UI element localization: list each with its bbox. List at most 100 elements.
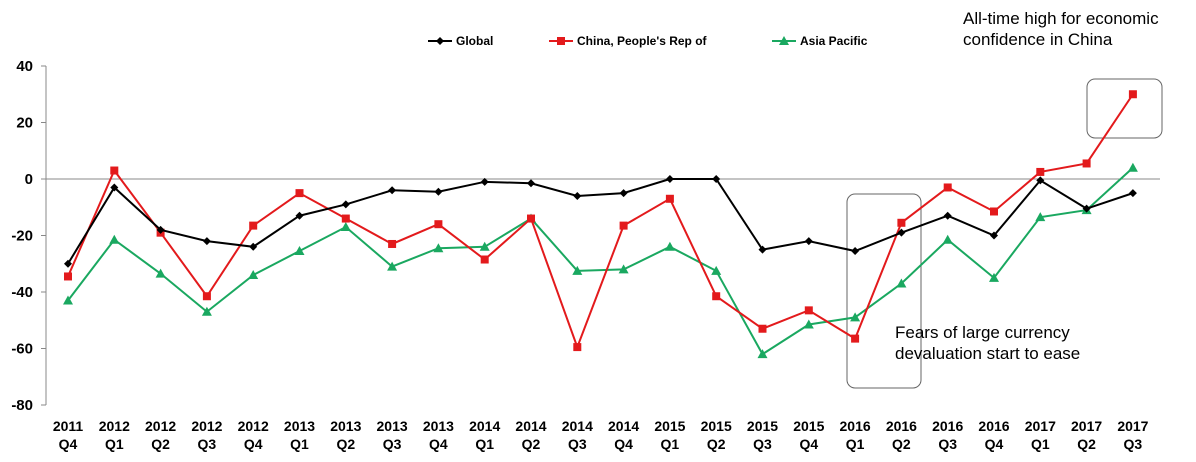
legend-label: Asia Pacific <box>800 34 868 48</box>
data-point <box>155 268 166 278</box>
data-point <box>618 264 629 274</box>
annotation-text: All-time high for economic confidence in … <box>963 9 1159 49</box>
legend-item: Global <box>428 34 493 48</box>
data-point <box>573 191 582 200</box>
legend-label: Global <box>456 34 493 48</box>
data-point <box>527 214 535 223</box>
x-tick-label: 2013 Q4 <box>423 418 454 452</box>
x-tick-label: 2017 Q3 <box>1117 418 1148 452</box>
annotation-text: Fears of large currency devaluation start… <box>895 323 1080 363</box>
x-tick-label: 2017 Q1 <box>1025 418 1056 452</box>
data-point <box>990 231 998 240</box>
x-tick-label: 2012 Q2 <box>145 418 176 452</box>
data-point <box>479 241 490 251</box>
data-point <box>64 272 72 281</box>
data-point <box>757 349 768 359</box>
x-tick-label: 2016 Q2 <box>886 418 917 452</box>
data-point <box>64 259 72 268</box>
data-point <box>1082 204 1091 213</box>
x-tick-label: 2015 Q1 <box>654 418 685 452</box>
data-point <box>803 319 814 329</box>
data-point <box>758 324 767 333</box>
data-point <box>557 37 565 45</box>
annotation-boxes <box>846 78 1163 389</box>
data-point <box>619 189 628 198</box>
data-point <box>804 306 813 315</box>
series-line <box>67 178 1134 265</box>
y-tick-label: -60 <box>11 341 33 358</box>
data-point <box>665 194 674 203</box>
y-tick-label: 40 <box>16 58 33 75</box>
x-tick-label: 2012 Q1 <box>99 418 130 452</box>
data-point <box>295 189 304 198</box>
data-point <box>942 234 953 244</box>
y-axis: 40 20 0 -20 -40 -60 -80 <box>11 58 47 414</box>
data-point <box>433 243 444 253</box>
y-tick-label: -80 <box>11 397 33 414</box>
x-tick-label: 2013 Q1 <box>284 418 315 452</box>
series-line <box>67 93 1134 350</box>
data-point <box>388 239 397 248</box>
legend-label: China, People's Rep of <box>577 34 708 48</box>
x-tick-label: 2015 Q3 <box>747 418 778 452</box>
data-point <box>573 343 582 352</box>
data-point <box>202 237 211 246</box>
data-point <box>712 175 721 183</box>
x-tick-label: 2016 Q3 <box>932 418 963 452</box>
data-point <box>295 211 304 220</box>
data-point <box>63 295 73 305</box>
data-point <box>109 234 120 244</box>
series-global <box>64 175 1137 268</box>
data-point <box>202 292 211 301</box>
series-line <box>67 166 1134 356</box>
data-point <box>711 265 722 275</box>
data-point <box>434 187 443 196</box>
data-point <box>388 186 397 195</box>
data-point <box>943 211 952 220</box>
data-point <box>1128 90 1137 99</box>
data-point <box>851 247 860 256</box>
data-point <box>249 221 258 230</box>
data-point <box>249 242 258 251</box>
x-tick-label: 2015 Q2 <box>701 418 732 452</box>
legend-item: Asia Pacific <box>772 34 868 48</box>
legend-item: China, People's Rep of <box>549 34 708 48</box>
series-group <box>63 90 1138 359</box>
data-point <box>779 36 789 45</box>
highlight-box-2016q1 <box>846 193 922 389</box>
data-point <box>1035 212 1046 222</box>
data-point <box>758 245 767 254</box>
y-tick-label: -20 <box>11 228 33 245</box>
data-point <box>897 218 906 227</box>
legend: Global China, People's Rep of Asia Pacific <box>428 34 868 48</box>
data-point <box>989 272 999 282</box>
data-point <box>1128 189 1137 198</box>
data-point <box>896 278 907 288</box>
annotations: All-time high for economic confidence in … <box>895 9 1159 363</box>
x-tick-label: 2016 Q1 <box>840 418 871 452</box>
data-point <box>665 175 674 183</box>
data-point <box>201 306 212 316</box>
x-tick-label: 2012 Q3 <box>191 418 222 452</box>
data-point <box>1127 162 1138 172</box>
data-point <box>850 312 861 322</box>
y-tick-label: 0 <box>25 171 33 188</box>
y-tick-label: 20 <box>16 115 33 132</box>
data-point <box>1036 167 1045 176</box>
data-point <box>480 177 489 186</box>
data-point <box>712 292 721 301</box>
y-tick-label: -40 <box>11 284 33 301</box>
data-point <box>572 265 583 275</box>
x-tick-label: 2013 Q2 <box>330 418 361 452</box>
data-point <box>664 241 675 251</box>
x-tick-label: 2017 Q2 <box>1071 418 1102 452</box>
data-point <box>341 200 350 209</box>
data-point <box>1036 176 1045 185</box>
x-tick-label: 2012 Q4 <box>238 418 269 452</box>
x-tick-label: 2011 Q4 <box>53 418 84 452</box>
series-china-people-s-rep-of <box>64 90 1137 352</box>
data-point <box>436 37 444 45</box>
x-tick-label: 2013 Q3 <box>377 418 408 452</box>
x-tick-label: 2014 Q2 <box>515 418 546 452</box>
